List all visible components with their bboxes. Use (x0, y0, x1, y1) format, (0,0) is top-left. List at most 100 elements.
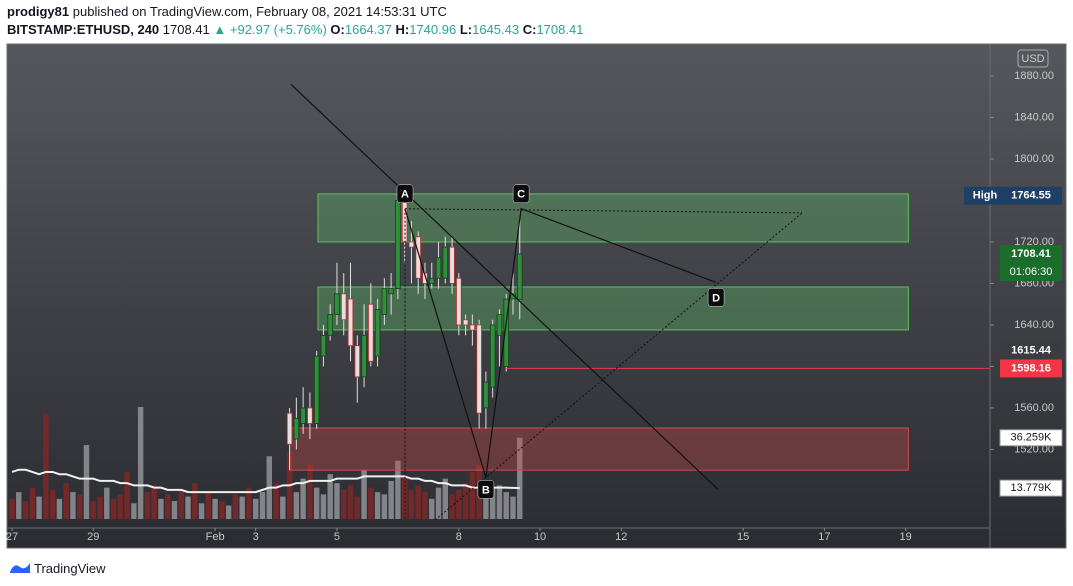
volume-ma (11, 468, 520, 494)
abcd-pattern (404, 207, 717, 478)
volume-bar (239, 496, 245, 519)
x-tick-label: 3 (253, 531, 259, 543)
badge-label: 1615.44 (1011, 344, 1052, 356)
volume-bar (77, 494, 83, 519)
candle-body (293, 417, 300, 440)
volume-bar (483, 480, 489, 519)
volume-bar (165, 494, 171, 519)
pattern-point-box (707, 288, 725, 307)
x-tick-label: 19 (900, 531, 912, 543)
volume-bar (104, 487, 110, 519)
volume-bar (354, 496, 360, 519)
symbol: BITSTAMP:ETHUSD, 240 (7, 22, 160, 37)
y-tick-label: 1880.00 (1014, 70, 1054, 82)
currency: USD (1021, 53, 1044, 65)
volume-bar (225, 505, 232, 519)
x-tick-label: 8 (456, 531, 462, 543)
candle-body (496, 314, 503, 336)
volume-bar (462, 483, 469, 519)
candle-body (327, 314, 333, 336)
volume-bar (49, 489, 56, 519)
volume-bar (178, 489, 184, 519)
candle-body (300, 407, 306, 424)
y-tick-label: 1720.00 (1014, 236, 1054, 248)
x-tick-label: 29 (87, 531, 99, 543)
x-tick-label: 27 (6, 531, 18, 543)
volume-bar (110, 498, 117, 519)
volume-bar (63, 483, 69, 519)
volume-bar (456, 489, 462, 519)
pattern-point-box (477, 480, 495, 499)
candle-body (408, 241, 415, 248)
volume-bar (124, 471, 130, 519)
volume-bar (341, 489, 347, 519)
volume-bar (293, 492, 300, 519)
x-tick-label: 17 (818, 531, 830, 543)
x-tick-label: 15 (737, 531, 749, 543)
volume-bar (273, 483, 279, 519)
volume-bar (212, 498, 218, 519)
volume-bar (429, 498, 435, 519)
pattern-point-label: C (517, 189, 525, 201)
volume-bar (300, 478, 306, 519)
volume-bar (205, 492, 212, 519)
l-label: L: (459, 22, 473, 37)
pattern-point-label: B (482, 484, 490, 496)
y-tick-label: 1840.00 (1014, 111, 1054, 123)
volume-bar (368, 487, 374, 519)
candle-body (340, 293, 347, 321)
h-label: H: (395, 22, 410, 37)
volume-bar (435, 487, 442, 519)
volume-bar (517, 437, 523, 519)
candle-body (395, 200, 401, 290)
volume-label: 36.259K (1011, 432, 1053, 444)
zone (317, 286, 909, 331)
candle-body (476, 324, 482, 414)
candle-body (483, 381, 489, 409)
author: prodigy81 (7, 4, 70, 19)
volume-bar (496, 485, 503, 519)
volume-bar (22, 501, 29, 519)
volume-label: 13.779K (1011, 482, 1053, 494)
candle-body (388, 288, 394, 295)
chart-background (6, 43, 1067, 549)
currency-box[interactable] (1017, 49, 1049, 68)
trend-line (290, 83, 718, 490)
volume-bar (280, 496, 286, 519)
candle-body (516, 253, 523, 301)
volume-bar (449, 494, 455, 519)
y-tick-label: 1800.00 (1014, 153, 1054, 165)
candle-body (442, 246, 449, 279)
volume-bar (253, 498, 259, 519)
volume-bar (259, 492, 266, 519)
volume-bar (137, 406, 144, 519)
brand: TradingView (34, 561, 106, 576)
volume-bar (16, 492, 22, 519)
candle-body (286, 412, 293, 445)
volume-bar (489, 487, 496, 519)
level-badge (1000, 359, 1062, 378)
volume-bar (334, 483, 340, 519)
c-label: C: (522, 22, 537, 37)
candle-body (428, 277, 435, 284)
candle-body (469, 324, 476, 331)
volume-bar (43, 413, 49, 519)
volume-bar (510, 496, 516, 519)
l-value: 1645.43 (472, 22, 520, 37)
o-value: 1664.37 (344, 22, 392, 37)
candle-body (489, 324, 496, 388)
last: 1708.41 (162, 22, 210, 37)
volume-bar (158, 498, 164, 519)
zone (317, 193, 909, 243)
volume-bar (347, 485, 354, 519)
volume-bar (219, 501, 225, 519)
volume-bar (422, 492, 428, 519)
volume-bar (192, 483, 198, 519)
candle-body (361, 334, 367, 378)
volume-bar (56, 498, 63, 519)
volume-bar (29, 487, 36, 519)
overlay: 1520.001560.001600.001640.001680.001720.… (6, 70, 1063, 543)
volume-bar (144, 492, 151, 519)
volume-bar (381, 494, 388, 519)
